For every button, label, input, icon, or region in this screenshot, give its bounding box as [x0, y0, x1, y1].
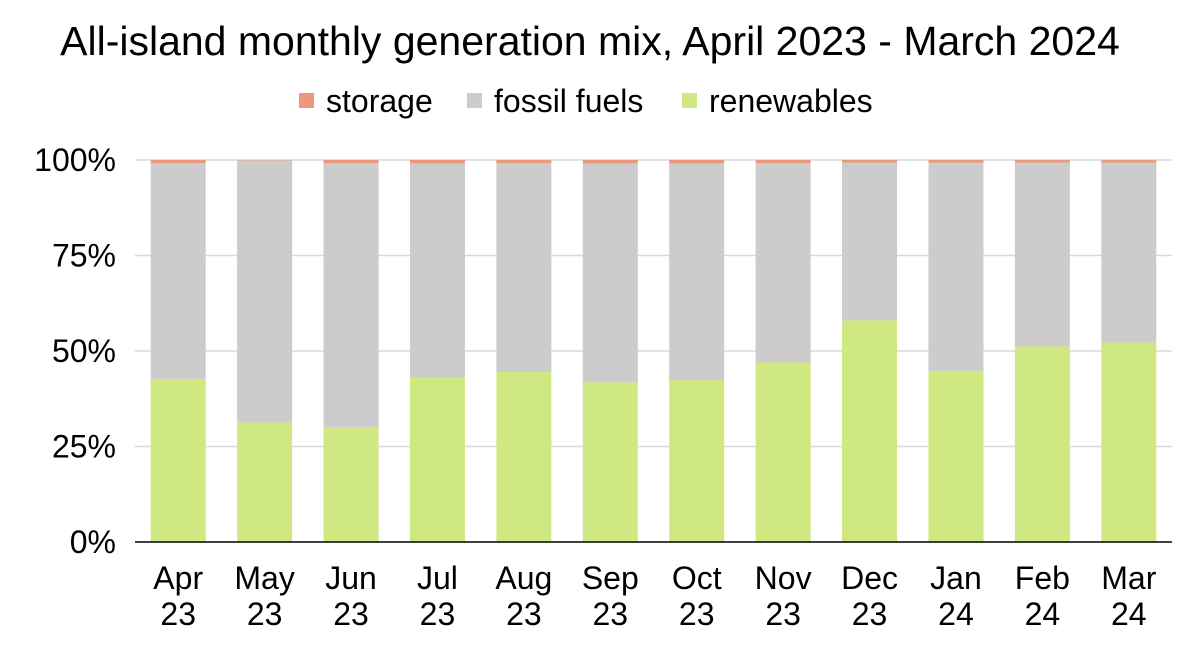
legend-label-storage: storage	[326, 83, 433, 119]
bar-storage	[669, 160, 725, 164]
legend-swatch-storage	[299, 93, 314, 108]
bar-fossil-fuels	[237, 160, 293, 423]
bar-renewables	[323, 427, 379, 542]
x-tick-label: Mar 24	[1101, 560, 1156, 632]
bar-renewables	[237, 422, 293, 542]
bar-fossil-fuels	[928, 162, 984, 371]
bar-storage	[323, 160, 379, 164]
bar-fossil-fuels	[842, 162, 898, 321]
x-tick-label: Sep 23	[582, 560, 639, 632]
legend-swatch-renewables	[682, 93, 697, 108]
bar-storage	[1101, 160, 1157, 163]
bar-fossil-fuels	[1014, 162, 1070, 347]
bar-fossil-fuels	[669, 163, 725, 381]
x-tick-label: Dec 23	[841, 560, 898, 632]
legend-swatch-fossil-fuels	[467, 93, 482, 108]
bar-storage	[842, 160, 898, 163]
x-tick-label: Nov 23	[755, 560, 812, 632]
bar-fossil-fuels	[1101, 162, 1157, 343]
chart-title: All-island monthly generation mix, April…	[60, 18, 1120, 64]
legend: storage fossil fuels renewables	[299, 83, 873, 119]
bar-renewables	[409, 377, 465, 542]
bar-storage	[496, 160, 552, 164]
bar-fossil-fuels	[496, 163, 552, 373]
bar-renewables	[928, 370, 984, 542]
bar-fossil-fuels	[150, 163, 206, 379]
bar-storage	[755, 160, 811, 164]
y-tick-label: 50%	[52, 333, 116, 369]
x-tick-label: Jul 23	[417, 560, 458, 632]
x-tick-label: Aug 23	[495, 560, 552, 632]
bar-fossil-fuels	[582, 163, 638, 383]
x-tick-label: Feb 24	[1015, 560, 1070, 632]
bar-storage	[928, 160, 984, 163]
y-tick-label: 100%	[34, 142, 116, 178]
y-tick-label: 75%	[52, 238, 116, 274]
bar-renewables	[755, 362, 811, 542]
bar-storage	[150, 160, 206, 164]
bar-storage	[409, 160, 465, 164]
y-tick-label: 25%	[52, 429, 116, 465]
x-tick-label: May 23	[234, 560, 294, 632]
bar-fossil-fuels	[409, 163, 465, 378]
bars	[150, 160, 1157, 542]
y-tick-labels: 0% 25% 50% 75% 100%	[34, 142, 116, 560]
x-tick-label: Apr 23	[153, 560, 203, 632]
x-tick-label: Jan 24	[930, 560, 982, 632]
gridlines	[135, 159, 1172, 448]
bar-renewables	[1101, 342, 1157, 542]
x-tick-label: Oct 23	[672, 560, 722, 632]
bar-renewables	[1014, 346, 1070, 542]
bar-renewables	[582, 382, 638, 542]
legend-label-fossil-fuels: fossil fuels	[494, 83, 643, 119]
y-tick-label: 0%	[70, 524, 116, 560]
bar-renewables	[669, 380, 725, 542]
bar-storage	[582, 160, 638, 164]
x-tick-label: Jun 23	[325, 560, 377, 632]
bar-fossil-fuels	[323, 163, 379, 428]
legend-label-renewables: renewables	[709, 83, 873, 119]
bar-renewables	[496, 372, 552, 542]
bar-renewables	[150, 378, 206, 542]
bar-storage	[1014, 160, 1070, 163]
x-tick-labels: Apr 23 May 23 Jun 23 Jul 23 Aug 23 Sep 23 Oct 23 Nov 23…	[153, 560, 1156, 632]
bar-renewables	[842, 320, 898, 542]
bar-fossil-fuels	[755, 163, 811, 363]
